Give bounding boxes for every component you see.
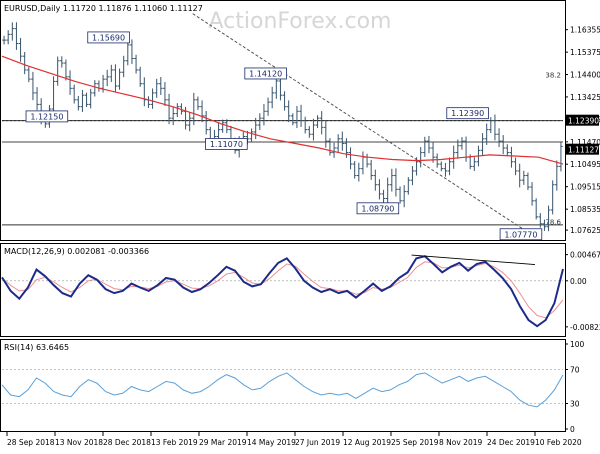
price-annotation-label: 1.08790 — [361, 204, 394, 213]
x-tick-label: 14 May 2019 — [247, 438, 296, 447]
price-annotation-box — [87, 31, 130, 44]
price-annotation-box — [356, 202, 400, 215]
x-tick-label: 13 Feb 2019 — [151, 438, 198, 447]
macd-layer: 0.004675 0.00 -0.008221 — [1, 251, 600, 332]
fib-level-label: 38.2 — [545, 72, 561, 80]
rsi-header: RSI(14) 63.6465 — [4, 343, 69, 352]
x-tick-label: 12 Aug 2019 — [343, 438, 391, 447]
price-header: EURUSD,Daily 1.11720 1.11876 1.11060 1.1… — [4, 4, 203, 13]
x-tick-label: 29 Mar 2019 — [199, 438, 247, 447]
price-marker-label: 1.11127 — [568, 146, 599, 155]
rsi-y-tick-label: 100 — [570, 340, 585, 349]
price-annotation-label: 1.07770 — [504, 230, 537, 239]
price-annotation-box — [205, 138, 248, 150]
macd-header: MACD(12,26,9) 0.002081 -0.003366 — [4, 247, 149, 256]
macd-y-tick-label: 0.004675 — [570, 251, 600, 260]
price-annotation-label: 1.14120 — [249, 69, 282, 78]
price-y-tick-label: 1.13425 — [570, 93, 600, 102]
price-y-tick-label: 1.07625 — [570, 226, 600, 235]
price-y-tick-label: 1.14400 — [570, 71, 600, 80]
rsi-panel — [0, 339, 566, 432]
price-y-tick-label: 1.16355 — [570, 26, 600, 35]
price-annotation-box — [244, 67, 287, 80]
sma-line — [1, 55, 564, 165]
price-marker-label: 1.12390 — [568, 117, 599, 126]
x-tick-label: 28 Dec 2018 — [103, 438, 151, 447]
macd-y-tick-label: 0.00 — [570, 277, 587, 286]
macd-divergence-line — [411, 254, 535, 266]
price-layer: 38.2 78.6 1.15690 1.14120 1.12150 1.11070 1.08… — [1, 13, 600, 241]
x-tick-label: 10 Feb 2020 — [535, 438, 582, 447]
x-tick-label: 27 Jun 2019 — [295, 438, 340, 447]
price-annotation-box — [446, 107, 489, 120]
price-y-tick-label: 1.15375 — [570, 48, 600, 57]
rsi-y-tick-label: 0 — [570, 425, 575, 434]
price-annotation-label: 1.11070 — [210, 140, 243, 149]
price-y-tick-label: 1.11470 — [570, 138, 600, 147]
price-y-tick-label: 1.09515 — [570, 183, 600, 192]
trendline — [192, 13, 525, 230]
x-tick-label: 13 Nov 2018 — [55, 438, 103, 447]
rsi-line — [1, 372, 564, 408]
price-annotation-box — [499, 228, 543, 241]
price-marker-box — [566, 143, 599, 155]
watermark: ActionForex.com — [209, 9, 392, 34]
price-annotation-label: 1.15690 — [92, 33, 125, 42]
price-annotation-label: 1.12390 — [451, 109, 484, 118]
rsi-y-tick-label: 30 — [570, 400, 580, 409]
price-y-tick-label: 1.10495 — [570, 160, 600, 169]
fib-level-label: 78.6 — [545, 218, 561, 226]
macd-y-tick-label: -0.008221 — [570, 323, 600, 332]
macd-panel — [0, 243, 566, 337]
x-tick-label: 25 Sep 2019 — [391, 438, 439, 447]
rsi-layer: 100 70 30 0 — [1, 340, 585, 434]
price-annotation-label: 1.12150 — [30, 112, 63, 121]
x-tick-label: 8 Nov 2019 — [439, 438, 482, 447]
price-marker-box — [566, 114, 599, 126]
price-annotation-box — [25, 110, 69, 123]
macd-line — [1, 255, 564, 328]
x-tick-label: 24 Dec 2019 — [487, 438, 535, 447]
axis-layer: 28 Sep 2018 13 Nov 2018 28 Dec 2018 13 Feb … — [6, 432, 582, 447]
x-tick-label: 28 Sep 2018 — [7, 438, 55, 447]
rsi-y-tick-label: 70 — [570, 366, 580, 375]
price-y-tick-label: 1.08535 — [570, 205, 600, 214]
